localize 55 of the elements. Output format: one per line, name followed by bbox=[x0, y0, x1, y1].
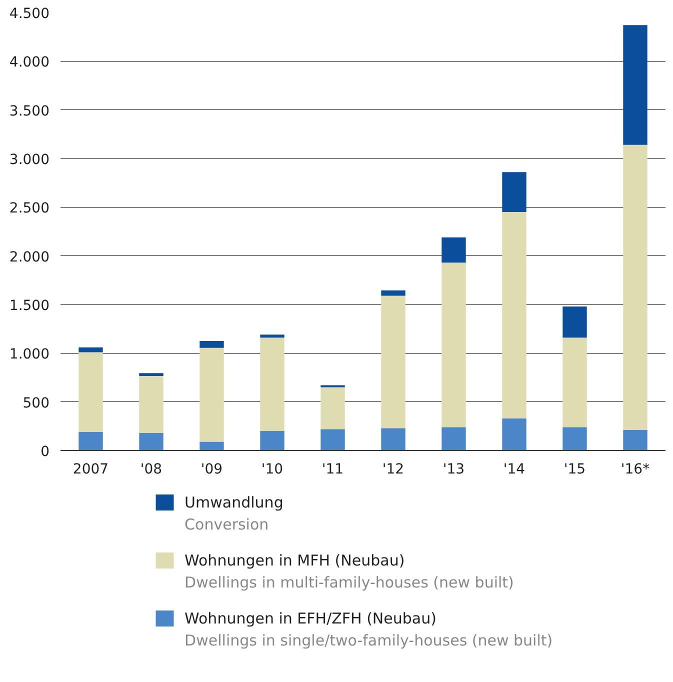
bar bbox=[502, 212, 526, 418]
y-tick-label: 3.000 bbox=[9, 152, 50, 168]
y-tick-label: 4.000 bbox=[9, 54, 50, 71]
x-tick-label: '15 bbox=[564, 462, 586, 478]
bar bbox=[562, 306, 587, 338]
x-tick-label: 2007 bbox=[72, 462, 109, 478]
bar bbox=[78, 352, 103, 432]
x-tick-label: '09 bbox=[200, 462, 223, 478]
y-tick-label: 0 bbox=[40, 444, 50, 460]
bar bbox=[442, 427, 466, 450]
y-tick-label: 4.500 bbox=[9, 6, 50, 22]
bar bbox=[200, 442, 224, 450]
x-tick-label: '11 bbox=[322, 462, 344, 478]
y-tick-label: 1.500 bbox=[9, 298, 50, 314]
legend-label: Umwandlung bbox=[184, 494, 284, 512]
text: Conversion bbox=[184, 516, 269, 534]
bar bbox=[381, 290, 406, 296]
bar bbox=[381, 296, 406, 428]
bar bbox=[78, 432, 103, 450]
legend-label: Wohnungen in EFH/ZFH (Neubau) bbox=[184, 610, 436, 628]
y-tick-label: 3.500 bbox=[9, 103, 50, 120]
y-tick-label: 1.000 bbox=[9, 346, 50, 363]
bar bbox=[139, 376, 164, 433]
x-tick-label: '10 bbox=[261, 462, 284, 478]
bar bbox=[623, 430, 648, 450]
bar bbox=[139, 373, 164, 376]
x-tick-label: '12 bbox=[382, 462, 404, 478]
bar bbox=[502, 418, 526, 450]
x-tick-label: '13 bbox=[442, 462, 465, 478]
bar bbox=[442, 262, 466, 428]
bar bbox=[320, 429, 345, 450]
bar bbox=[623, 25, 648, 145]
bar bbox=[442, 237, 466, 263]
bar bbox=[200, 348, 224, 442]
text: Dwellings in single/two-family-houses (new built) bbox=[184, 632, 553, 650]
bar bbox=[260, 338, 284, 432]
bar bbox=[562, 338, 587, 428]
bar bbox=[320, 387, 345, 430]
bar bbox=[200, 341, 224, 348]
bar bbox=[78, 347, 103, 352]
x-tick-label: '14 bbox=[503, 462, 526, 478]
bar bbox=[623, 144, 648, 430]
text: Dwellings in multi-family-houses (new built) bbox=[184, 574, 514, 592]
y-tick-label: 2.000 bbox=[9, 249, 50, 266]
bar bbox=[260, 334, 284, 338]
y-tick-label: 500 bbox=[22, 395, 50, 412]
legend-label: Wohnungen in MFH (Neubau) bbox=[184, 552, 405, 570]
bar bbox=[562, 427, 587, 450]
y-tick-label: 2.500 bbox=[9, 200, 50, 217]
x-tick-label: '08 bbox=[140, 462, 162, 478]
x-tick-label: '16* bbox=[620, 462, 650, 478]
bar bbox=[381, 428, 406, 450]
bar bbox=[139, 432, 164, 450]
bar bbox=[260, 431, 284, 450]
bar bbox=[502, 172, 526, 212]
